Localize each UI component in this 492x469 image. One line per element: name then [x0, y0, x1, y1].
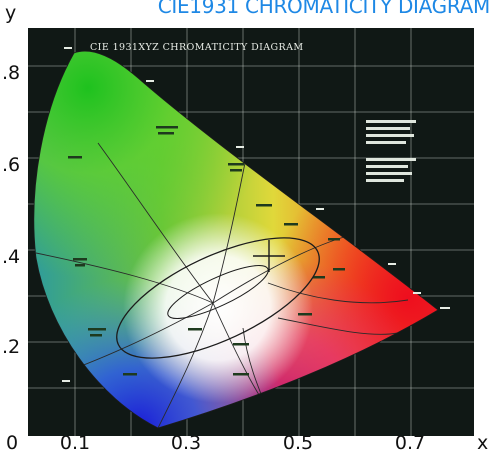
chromaticity-diagram-plate: CIE 1931XYZ CHROMATICITY DIAGRAM: [28, 28, 474, 436]
wavelength-markers: [62, 47, 450, 382]
origin-label: 0: [6, 432, 19, 454]
x-tick-label: 0.1: [59, 432, 91, 454]
y-tick-label: .6: [2, 154, 21, 176]
crosshair-marker: [253, 240, 285, 272]
x-tick-label: 0.5: [282, 432, 314, 454]
x-axis-label: x: [477, 432, 489, 454]
plate-caption: CIE 1931XYZ CHROMATICITY DIAGRAM: [90, 42, 303, 53]
spectral-locus-outline: [33, 50, 439, 429]
legend-block: [366, 120, 416, 182]
y-tick-label: .4: [2, 246, 21, 268]
ellipse-markers: [116, 237, 320, 359]
y-axis-label: y: [5, 2, 17, 24]
x-tick-label: 0.7: [394, 432, 426, 454]
y-tick-label: .2: [2, 336, 21, 358]
figure-title: CIE1931 CHROMATICITY DIAGRAM: [157, 0, 491, 16]
y-tick-label: .8: [2, 62, 21, 84]
region-label-marks: [68, 126, 345, 376]
x-tick-label: 0.3: [170, 432, 202, 454]
